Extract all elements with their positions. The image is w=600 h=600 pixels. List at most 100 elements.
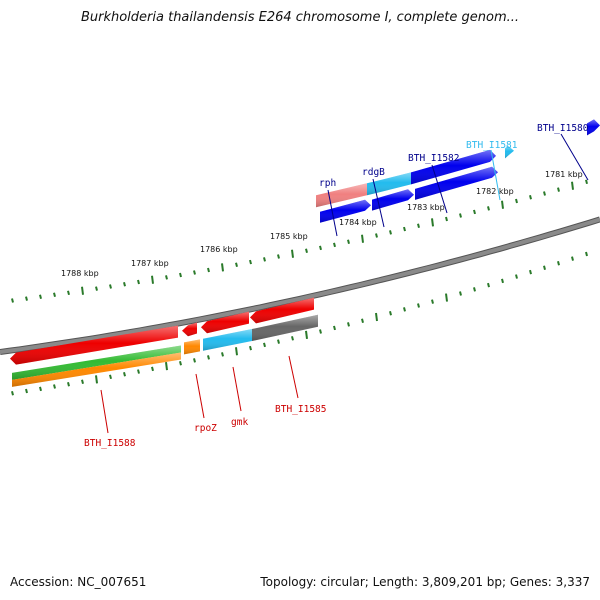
leader-line-gmk (232, 366, 242, 412)
lower-tick-mark (81, 379, 84, 385)
lower-tick-mark (501, 278, 504, 284)
upper-tick-mark (431, 218, 434, 227)
lower-tick-mark (557, 260, 560, 266)
gene-label-rdgB: rdgB (362, 167, 385, 178)
upper-tick-mark (81, 286, 84, 295)
lower-tick-mark (347, 322, 350, 327)
lower-tick-mark (529, 269, 532, 275)
accession-text: Accession: NC_007651 (10, 575, 147, 589)
gene-label-BTH_I1582: BTH_I1582 (408, 153, 459, 164)
lower-tick-mark (207, 355, 210, 360)
leader-line-BTH_I1588 (100, 389, 109, 434)
leader-line-rpoZ (195, 373, 205, 419)
upper-tick-mark (319, 245, 322, 251)
upper-tick-mark (207, 267, 210, 273)
gene-lower-green-bar-shading (12, 345, 181, 380)
lower-tick-mark (543, 265, 546, 270)
upper-tick-mark (11, 298, 14, 303)
leader-line-BTH_I1580 (560, 133, 589, 181)
gene-upper-cds-arrow-shading (372, 189, 414, 211)
gene-rph-arrow-shading (316, 183, 367, 208)
backbone-layer (0, 216, 600, 355)
map-title: Burkholderia thailandensis E264 chromoso… (80, 10, 520, 25)
gene-lower-orange-block-shading (184, 339, 200, 355)
lower-tick-mark (375, 312, 378, 322)
gene-BTH_I1580-arrow-shading (587, 119, 600, 136)
upper-tick-mark (403, 226, 406, 232)
lower-tick-mark (179, 360, 182, 366)
upper-tick-mark (109, 284, 112, 289)
lower-tick-mark (109, 374, 112, 380)
scale-label-1787: 1787 kbp (131, 259, 169, 268)
lower-tick-mark (137, 369, 140, 374)
lower-tick-mark (515, 274, 518, 279)
lower-tick-mark (67, 381, 70, 387)
upper-tick-mark (585, 179, 588, 185)
upper-tick-mark (473, 209, 476, 215)
gene-lower-gray-block-shading (252, 314, 318, 341)
backbone (0, 217, 600, 354)
upper-tick-mark (529, 195, 532, 200)
scale-label-1784: 1784 kbp (339, 218, 377, 227)
upper-tick-mark (557, 187, 560, 192)
upper-tick-mark (137, 279, 140, 285)
scale-label-1783: 1783 kbp (407, 203, 445, 212)
gene-label-gmk: gmk (231, 417, 248, 428)
lower-tick-mark (277, 339, 280, 344)
lower-tick-mark (333, 325, 336, 331)
tick-layer (11, 179, 588, 396)
upper-tick-mark (67, 290, 70, 296)
gene-BTH_I1581-arrow-shading (505, 145, 514, 159)
leader-line-BTH_I1585 (288, 355, 299, 399)
lower-tick-mark (445, 293, 448, 302)
lower-tick-mark (165, 361, 168, 371)
lower-tick-mark (123, 371, 126, 377)
genome-stats-text: Topology: circular; Length: 3,809,201 bp… (260, 575, 590, 589)
lower-tick-mark (39, 386, 42, 392)
upper-tick-mark (333, 242, 336, 248)
upper-tick-mark (95, 286, 98, 291)
leader-line-rph (327, 189, 338, 237)
gene-rpoZ-arrow-shading (182, 322, 197, 337)
upper-tick-mark (347, 239, 350, 245)
gene-label-rpoZ: rpoZ (194, 423, 217, 434)
upper-tick-mark (501, 200, 504, 209)
upper-tick-mark (235, 262, 238, 267)
upper-tick-mark (417, 223, 420, 228)
upper-tick-mark (459, 213, 462, 218)
gene-upper-cds-arrow-shading (415, 166, 498, 200)
lower-tick-mark (319, 329, 322, 334)
lower-tick-mark (487, 282, 490, 288)
upper-tick-mark (361, 234, 364, 243)
scale-label-1786: 1786 kbp (200, 245, 238, 254)
gene-label-BTH_I1580: BTH_I1580 (537, 123, 589, 134)
leader-line-BTH_I1582 (431, 164, 448, 214)
upper-tick-mark (291, 249, 294, 258)
upper-tick-mark (389, 230, 392, 235)
upper-tick-mark (39, 294, 42, 299)
label-layer: 1788 kbp 1787 kbp 1786 kbp 1785 kbp 1784… (61, 123, 589, 449)
lower-tick-mark (403, 307, 406, 312)
gene-label-rph: rph (319, 178, 336, 189)
gene-label-BTH_I1581: BTH_I1581 (466, 140, 518, 151)
upper-tick-mark (305, 248, 308, 254)
gene-BTH_I1588-arrow-shading (10, 325, 178, 365)
gene-label-BTH_I1585: BTH_I1585 (275, 404, 326, 415)
upper-tick-mark (445, 216, 448, 222)
upper-tick-mark (375, 233, 378, 238)
upper-tick-mark (25, 296, 28, 301)
lower-tick-mark (151, 366, 154, 372)
gene-lower-cyan-block-shading (203, 329, 252, 351)
gene-label-BTH_I1588: BTH_I1588 (84, 438, 136, 449)
lower-tick-mark (473, 287, 476, 292)
lower-tick-mark (53, 384, 56, 389)
lower-tick-mark (459, 291, 462, 296)
upper-tick-mark (249, 259, 252, 265)
gene-BTH_I1582-arrow-shading (411, 149, 496, 185)
upper-tick-mark (179, 272, 182, 278)
upper-tick-mark (515, 198, 518, 204)
lower-tick-mark (249, 345, 252, 351)
lower-tick-mark (193, 358, 196, 363)
